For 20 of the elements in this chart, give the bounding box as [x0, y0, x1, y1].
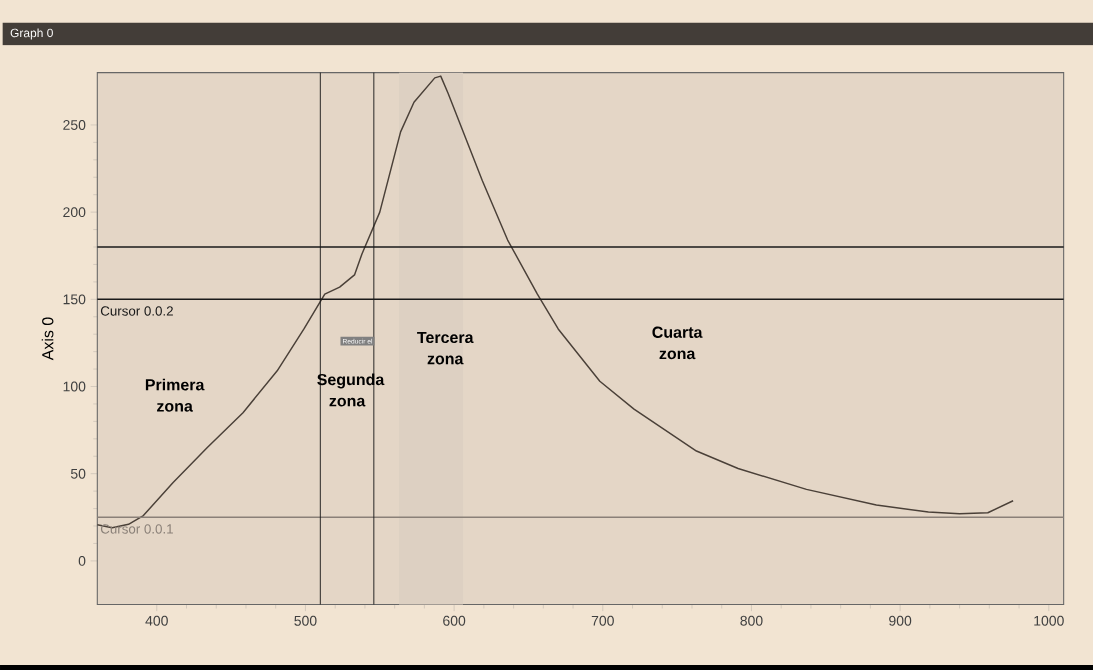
- x-tick-label: 800: [740, 615, 763, 626]
- x-tick-label: 600: [443, 615, 466, 626]
- y-tick-label: 150: [63, 294, 86, 305]
- y-tick-label: 0: [78, 555, 86, 566]
- annotation: Cuarta zona: [652, 326, 703, 360]
- x-tick-label: 900: [889, 615, 912, 626]
- ref-line-label: Cursor 0.0.2: [100, 306, 173, 316]
- y-axis-title: Axis 0: [41, 317, 54, 361]
- annotation: Primera zona: [145, 378, 205, 412]
- ref-line-label: Cursor 0.0.1: [100, 524, 173, 534]
- x-tick-label: 500: [294, 615, 317, 626]
- annotation: Tercera zona: [417, 331, 474, 365]
- chart-title: Graph 0: [10, 28, 53, 40]
- y-tick-label: 200: [63, 206, 86, 217]
- y-tick-label: 100: [63, 381, 86, 392]
- x-tick-label: 400: [145, 615, 168, 626]
- y-tick-label: 250: [63, 119, 86, 130]
- x-tick-label: 700: [591, 615, 614, 626]
- x-tick-label: 1000: [1034, 615, 1064, 626]
- y-tick-label: 50: [70, 468, 86, 479]
